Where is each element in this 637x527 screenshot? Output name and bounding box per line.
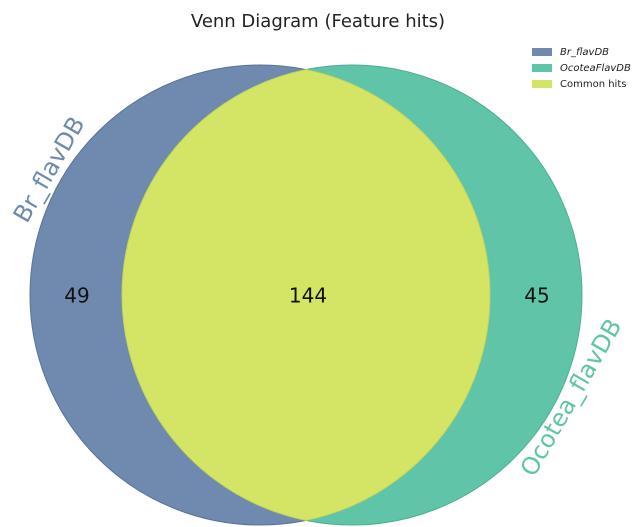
legend-label: Common hits xyxy=(560,79,626,90)
chart-title: Venn Diagram (Feature hits) xyxy=(191,11,445,32)
data-label: 49 xyxy=(64,284,89,308)
data-label: 45 xyxy=(524,284,549,308)
intersection-region xyxy=(121,69,491,521)
legend-label: OcoteaFlavDB xyxy=(560,63,631,74)
legend-label: Br_flavDB xyxy=(560,47,609,58)
legend-swatch xyxy=(532,64,552,72)
legend-swatch xyxy=(532,48,552,56)
legend-swatch xyxy=(532,80,552,88)
data-label: 144 xyxy=(289,284,327,308)
